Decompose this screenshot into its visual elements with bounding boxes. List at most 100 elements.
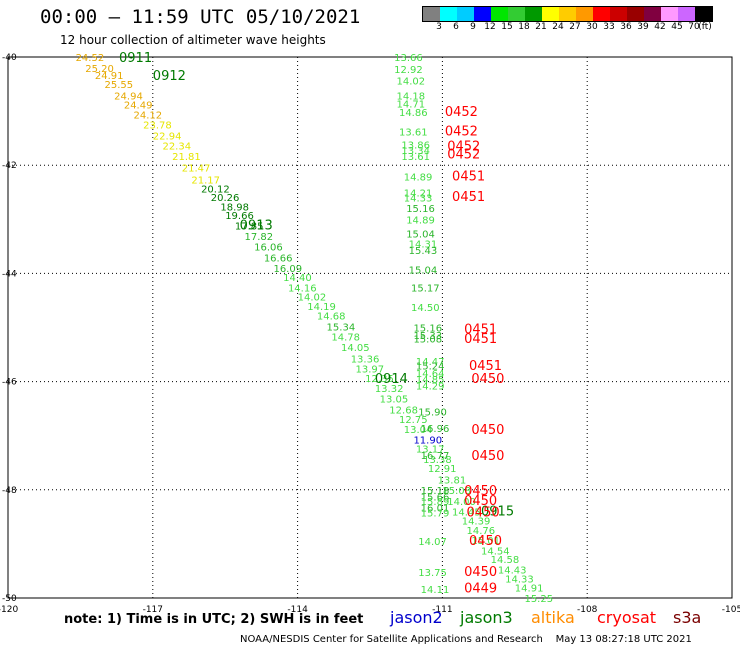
swh-value-point: 15.89 [421,497,450,508]
swh-value-point: 14.31 [409,240,438,251]
swh-value-point: 15.25 [524,594,553,605]
pass-time-label: 0452 [445,125,478,140]
pass-time-label: 0915 [481,504,514,519]
x-tick-label: -108 [577,605,598,615]
swh-value-point: 14.47 [416,357,445,368]
swh-value-point: 15.18 [421,486,450,497]
x-tick-label: -105 [722,605,740,615]
swh-value-point: 15.16 [406,204,435,215]
swh-value-point: 14.91 [515,584,544,595]
swh-value-point: 17.82 [245,232,274,243]
color-scale-cell [593,7,610,21]
swh-value-point: 16.66 [264,254,293,265]
pass-time-label: 0451 [464,332,497,347]
color-scale-cell [508,7,525,21]
swh-value-point: 15.34 [327,322,356,333]
pass-time-label: 0450 [471,372,504,387]
pass-time-label: 0451 [452,190,485,205]
color-scale-cell [440,7,457,21]
y-tick-label: -48 [2,486,17,496]
swh-value-point: 24.91 [95,71,124,82]
swh-value-point: 15.66 [421,492,450,503]
color-scale-cell [457,7,474,21]
color-scale-label: 27 [569,22,581,32]
swh-value-point: 23.78 [143,121,172,132]
y-tick-label: -44 [2,269,17,279]
swh-value-point: 14.43 [498,565,527,576]
x-tick-label: -117 [143,605,163,615]
swh-value-point: 13.32 [375,384,404,395]
page-subtitle: 12 hour collection of altimeter wave hei… [60,33,326,47]
swh-value-point: 24.94 [114,91,143,102]
x-tick-label: -114 [287,605,308,615]
swh-value-point: 16.96 [421,424,450,435]
pass-time-label: 0450 [467,505,500,520]
swh-value-point: 12.68 [389,406,418,417]
swh-value-point: 12.91 [428,464,457,475]
swh-value-point: 22.94 [153,131,182,142]
swh-value-point: 14.78 [331,333,360,344]
color-scale-label: 30 [586,22,598,32]
legend-altika: altika [531,608,575,627]
swh-value-point: 14.89 [404,173,433,184]
swh-value-point: 18.98 [220,202,249,213]
color-scale-label: 6 [453,22,459,32]
swh-value-point: 14.19 [307,302,336,313]
swh-value-point: 13.04 [404,425,433,436]
swh-value-point: 14.11 [421,585,450,596]
y-tick-label: -42 [2,161,17,171]
swh-value-point: 21.47 [182,163,211,174]
color-scale-label: 15 [501,22,513,32]
swh-value-point: 13.34 [401,146,430,157]
pass-time-label: 0451 [452,169,485,184]
swh-value-point: 13.61 [399,128,428,139]
color-scale-label: (ft) [698,22,712,32]
color-scale-cell [627,7,644,21]
swh-value-point: 15.24 [416,361,445,372]
pass-time-label: 0450 [471,449,504,464]
credit-line: NOAA/NESDIS Center for Satellite Applica… [240,634,692,645]
swh-value-point: 14.21 [404,188,433,199]
color-scale-label: 42 [654,22,666,32]
color-scale-cell [644,7,661,21]
color-scale-cell [678,7,695,21]
color-scale-cell [610,7,627,21]
swh-value-point: 14.33 [404,194,433,205]
swh-value-point: 24.52 [76,53,105,64]
swh-value-point: 15.04 [406,229,435,240]
swh-value-point: 14.29 [416,381,445,392]
color-scale-label: 18 [518,22,530,32]
color-scale-label: 9 [470,22,476,32]
plot-frame [7,56,733,599]
pass-time-label: 0449 [464,582,497,597]
pass-time-label: 0912 [153,69,186,84]
color-scale-label: 36 [620,22,632,32]
swh-value-point: 14.54 [481,546,510,557]
color-scale-label: 21 [535,22,547,32]
swh-value-point: 20.12 [201,184,230,195]
swh-value-point: 14.16 [288,283,317,294]
swh-value-point: 15.33 [413,331,442,342]
swh-value-point: 14.58 [491,555,520,566]
color-scale-cell [525,7,542,21]
color-scale-bar [422,6,713,22]
x-tick-label: -120 [0,605,18,615]
pass-time-label: 0911 [119,51,152,66]
swh-value-point: 21.17 [191,175,220,186]
pass-time-label: 0913 [240,219,273,234]
swh-value-point: 17.85 [235,221,264,232]
y-tick-label: -46 [2,378,17,388]
swh-value-point: 16.09 [273,264,302,275]
swh-value-point: 13.38 [423,455,452,466]
legend-s3a: s3a [673,608,702,627]
swh-value-point: 12.35 [365,374,394,385]
swh-value-point: 14.05 [341,343,370,354]
pass-time-label: 0450 [464,494,497,509]
pass-time-label: 0450 [464,565,497,580]
swh-value-point: 15.01 [471,536,500,547]
pass-time-label: 0451 [469,359,502,374]
color-scale-label: 45 [671,22,683,32]
color-scale-cell [695,7,712,21]
swh-value-point: 13.05 [380,394,409,405]
